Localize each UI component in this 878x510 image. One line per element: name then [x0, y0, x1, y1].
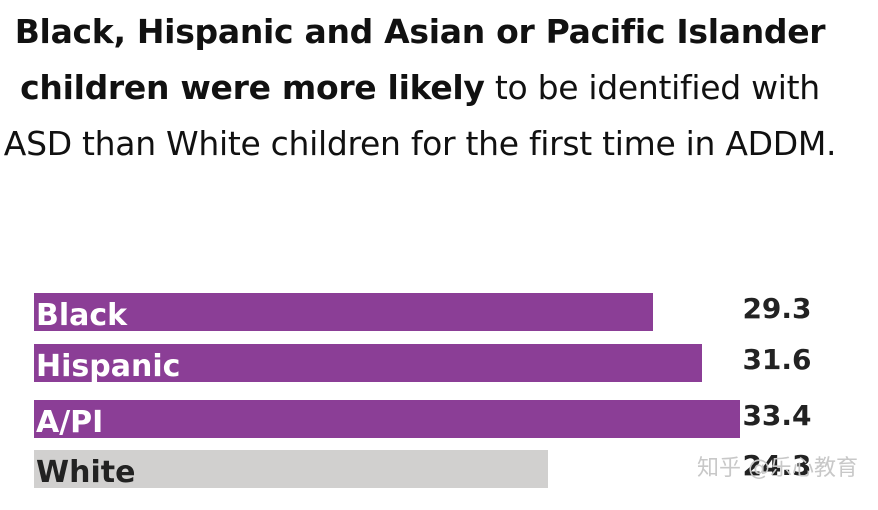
- bar-label: White: [36, 455, 136, 490]
- bar-label: Hispanic: [36, 349, 181, 384]
- bar-black: [34, 293, 654, 331]
- bar-api: [34, 400, 740, 438]
- bar-label: A/PI: [36, 405, 104, 440]
- bar-value-label: 29.3: [742, 292, 812, 325]
- bar-value-label: 31.6: [742, 343, 812, 376]
- bar-value-label: 24.3: [742, 449, 812, 482]
- title-normal-part: to be identified with ASD than White chi…: [3, 68, 837, 163]
- watermark: 知乎 @乐心教育: [697, 456, 858, 481]
- bar-hispanic: [34, 344, 702, 382]
- bar-white: [34, 450, 548, 488]
- chart-title: Black, Hispanic and Asian or Pacific Isl…: [0, 4, 840, 172]
- bar-label: Black: [36, 298, 128, 333]
- title-bold-part: Black, Hispanic and Asian or Pacific Isl…: [14, 12, 826, 107]
- bar-value-label: 33.4: [742, 399, 812, 432]
